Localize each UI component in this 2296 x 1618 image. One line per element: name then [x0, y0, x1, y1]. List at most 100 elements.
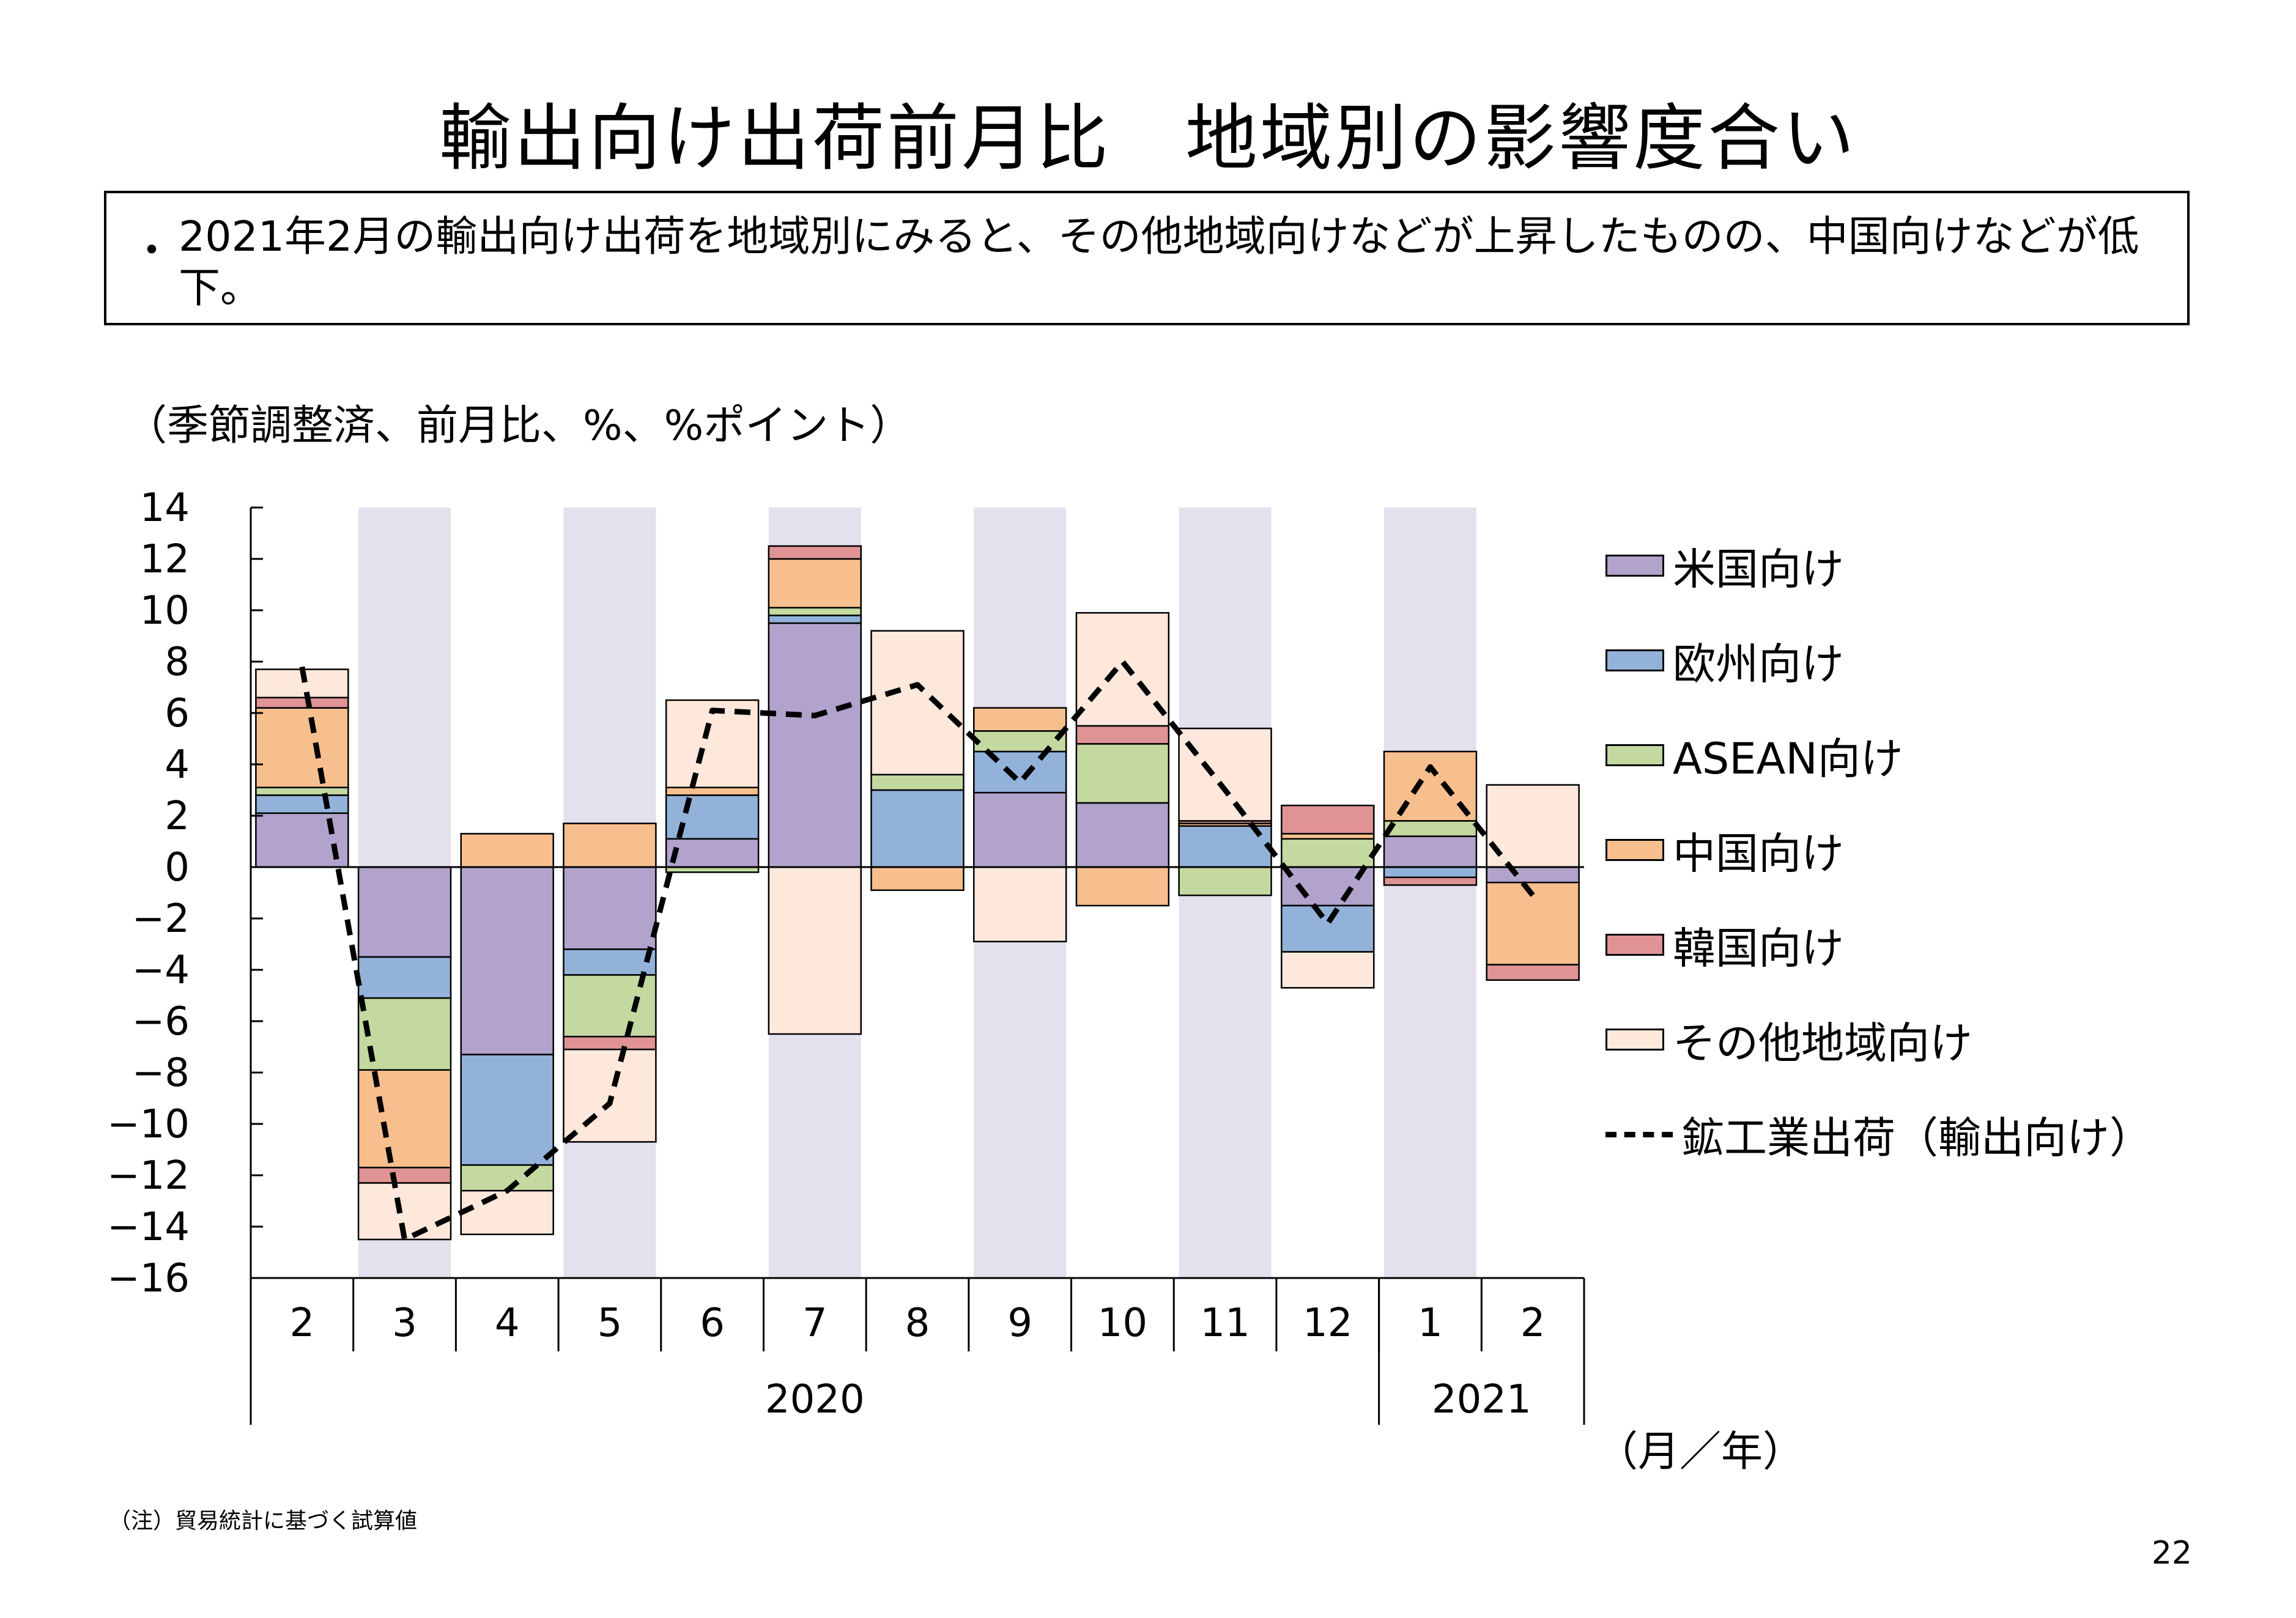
legend-label: 米国向け: [1673, 544, 1844, 594]
y-tick-label: 0: [165, 845, 190, 890]
legend-swatch: [1605, 744, 1664, 766]
year-label: 2020: [765, 1377, 865, 1422]
bar-segment: [1075, 866, 1170, 907]
bar-segment: [255, 794, 349, 815]
page-number: 22: [2151, 1535, 2192, 1572]
bar-segment: [972, 707, 1067, 732]
legend-swatch: [1605, 839, 1664, 861]
bar-segment: [972, 791, 1067, 868]
y-tick-label: 2: [165, 794, 190, 839]
x-tick-label: 6: [700, 1301, 725, 1346]
bar-segment: [1281, 838, 1375, 868]
bar-segment: [255, 707, 349, 789]
x-tick-label: 4: [495, 1301, 520, 1346]
bar-segment: [357, 1167, 452, 1184]
x-tick-label: 11: [1200, 1301, 1250, 1346]
legend-label: ASEAN向け: [1673, 733, 1903, 784]
bar-segment: [972, 750, 1067, 794]
summary-bullet: ・: [131, 227, 173, 275]
bar-segment: [255, 812, 349, 868]
legend-item: 韓国向け: [1605, 917, 1844, 973]
y-tick-label: −14: [107, 1205, 190, 1250]
y-tick-label: −12: [107, 1153, 190, 1199]
bar-segment: [460, 1164, 554, 1192]
bar-segment: [1281, 804, 1375, 835]
legend-label: 欧州向け: [1673, 638, 1844, 689]
legend-item: 鉱工業出荷（輸出向け）: [1605, 1107, 2152, 1163]
legend-swatch: [1605, 649, 1664, 671]
bar-segment: [255, 696, 349, 709]
shaded-band: [1384, 508, 1476, 1278]
bar-segment: [1281, 951, 1375, 989]
legend-label: 鉱工業出荷（輸出向け）: [1681, 1112, 2152, 1163]
bar-segment: [1281, 833, 1375, 840]
x-tick-label: 5: [598, 1301, 623, 1346]
y-tick-label: 4: [165, 742, 190, 788]
bar-segment: [1075, 611, 1170, 727]
bar-segment: [768, 558, 862, 609]
bar-segment: [972, 866, 1067, 943]
bar-segment: [1486, 964, 1580, 981]
bar-segment: [1075, 802, 1170, 868]
y-tick-label: −8: [132, 1051, 190, 1096]
bar-segment: [972, 730, 1067, 753]
summary-text: 2021年2月の輸出向け出荷を地域別にみると、その他地域向けなどが上昇したものの…: [179, 213, 2139, 312]
bar-segment: [768, 607, 862, 616]
bar-segment: [1383, 876, 1478, 886]
bar-segment: [1383, 820, 1478, 837]
y-tick-label: 8: [165, 640, 190, 685]
legend-label: 韓国向け: [1673, 923, 1844, 973]
x-tick-label: 3: [392, 1301, 417, 1346]
legend-item: 欧州向け: [1605, 633, 1844, 689]
bar-segment: [665, 838, 760, 868]
legend-item: 米国向け: [1605, 538, 1844, 594]
bar-segment: [563, 948, 657, 976]
summary-box: ・ 2021年2月の輸出向け出荷を地域別にみると、その他地域向けなどが上昇したも…: [104, 191, 2190, 325]
x-tick-label: 1: [1418, 1301, 1443, 1346]
legend-swatch: [1605, 934, 1664, 956]
bar-segment: [768, 615, 862, 624]
y-tick-label: −4: [132, 948, 190, 993]
y-tick-label: 12: [140, 537, 190, 582]
y-tick-label: −16: [107, 1256, 190, 1301]
bar-segment: [1383, 866, 1478, 879]
bar-segment: [1383, 835, 1478, 868]
bar-segment: [870, 866, 965, 892]
x-tick-label: 2: [1520, 1301, 1546, 1346]
bar-segment: [357, 1069, 452, 1169]
x-tick-label: 9: [1007, 1301, 1032, 1346]
footnote: （注）貿易統計に基づく試算値: [109, 1509, 418, 1534]
bar-segment: [870, 630, 965, 776]
bar-segment: [1281, 904, 1375, 953]
bar-segment: [1178, 727, 1272, 822]
legend-label: その他地域向け: [1673, 1018, 1972, 1068]
x-tick-label: 10: [1098, 1301, 1147, 1346]
units-label: （季節調整済、前月比、%、%ポイント）: [125, 402, 912, 450]
bar-segment: [357, 866, 452, 958]
bar-segment: [1075, 725, 1170, 745]
legend-dash-swatch: [1605, 1131, 1673, 1137]
legend-item: その他地域向け: [1605, 1012, 1972, 1068]
y-tick-label: −10: [107, 1102, 190, 1147]
bar-segment: [870, 774, 965, 791]
y-tick-label: 14: [140, 486, 190, 531]
bar-segment: [665, 786, 760, 796]
bar-segment: [768, 545, 862, 560]
bar-segment: [1075, 743, 1170, 804]
x-tick-label: 7: [802, 1301, 828, 1346]
bar-segment: [460, 1189, 554, 1235]
x-tick-label: 2: [289, 1301, 314, 1346]
bar-segment: [768, 866, 862, 1035]
x-tick-label: 8: [905, 1301, 930, 1346]
bar-segment: [1486, 881, 1580, 966]
y-tick-label: −2: [132, 896, 190, 942]
page-title: 輸出向け出荷前月比 地域別の影響度合い: [439, 96, 1857, 180]
bar-segment: [768, 622, 862, 868]
bar-segment: [460, 1054, 554, 1166]
y-tick-label: 10: [140, 588, 190, 634]
x-axis-unit-label: （月／年）: [1596, 1428, 1805, 1476]
bar-segment: [255, 786, 349, 796]
legend-item: ASEAN向け: [1605, 728, 1903, 784]
bar-segment: [460, 833, 554, 868]
